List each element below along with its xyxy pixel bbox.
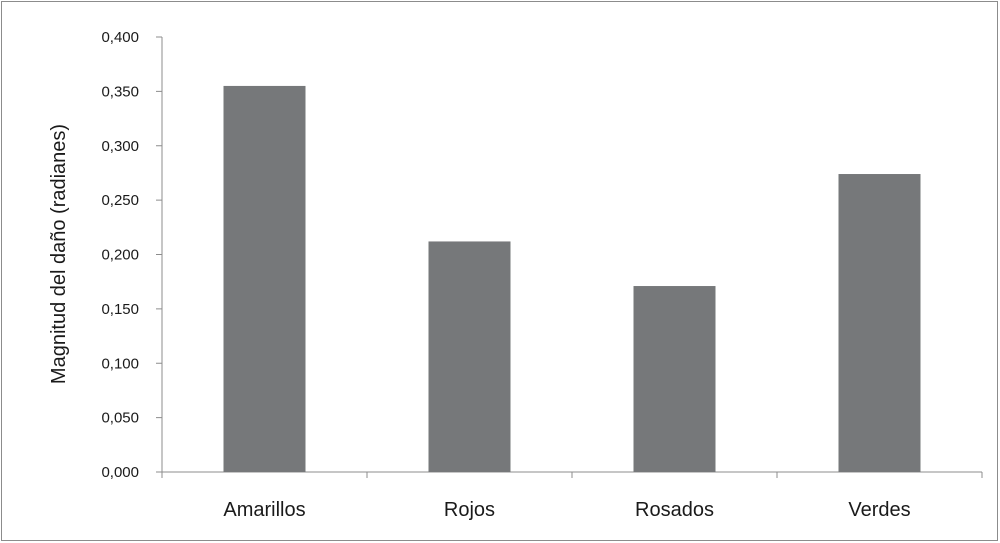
x-tick-label: Rojos (444, 499, 495, 521)
bar (633, 286, 716, 472)
bar (428, 241, 511, 472)
y-tick-label: 0,350 (101, 83, 139, 100)
y-axis-title: Magnitud del daño (radianes) (48, 124, 70, 384)
y-tick-label: 0,150 (101, 301, 139, 318)
y-tick-label: 0,400 (101, 29, 139, 46)
y-tick-label: 0,200 (101, 247, 139, 264)
y-tick-label: 0,100 (101, 355, 139, 372)
x-tick-label: Amarillos (223, 499, 305, 521)
y-tick-label: 0,000 (101, 464, 139, 481)
plot-area: 0,000 0,050 0,100 0,150 0,200 0,250 0,300 0,350… (101, 29, 983, 521)
y-tick-label: 0,250 (101, 192, 139, 209)
x-tick-label: Rosados (635, 499, 714, 521)
bar (223, 85, 306, 472)
y-axis-title-group: Magnitud del daño (radianes) (48, 124, 70, 384)
y-tick-label: 0,300 (101, 138, 139, 155)
x-tick-label: Verdes (848, 499, 910, 521)
bar (838, 174, 921, 472)
y-tick-label: 0,050 (101, 410, 139, 427)
